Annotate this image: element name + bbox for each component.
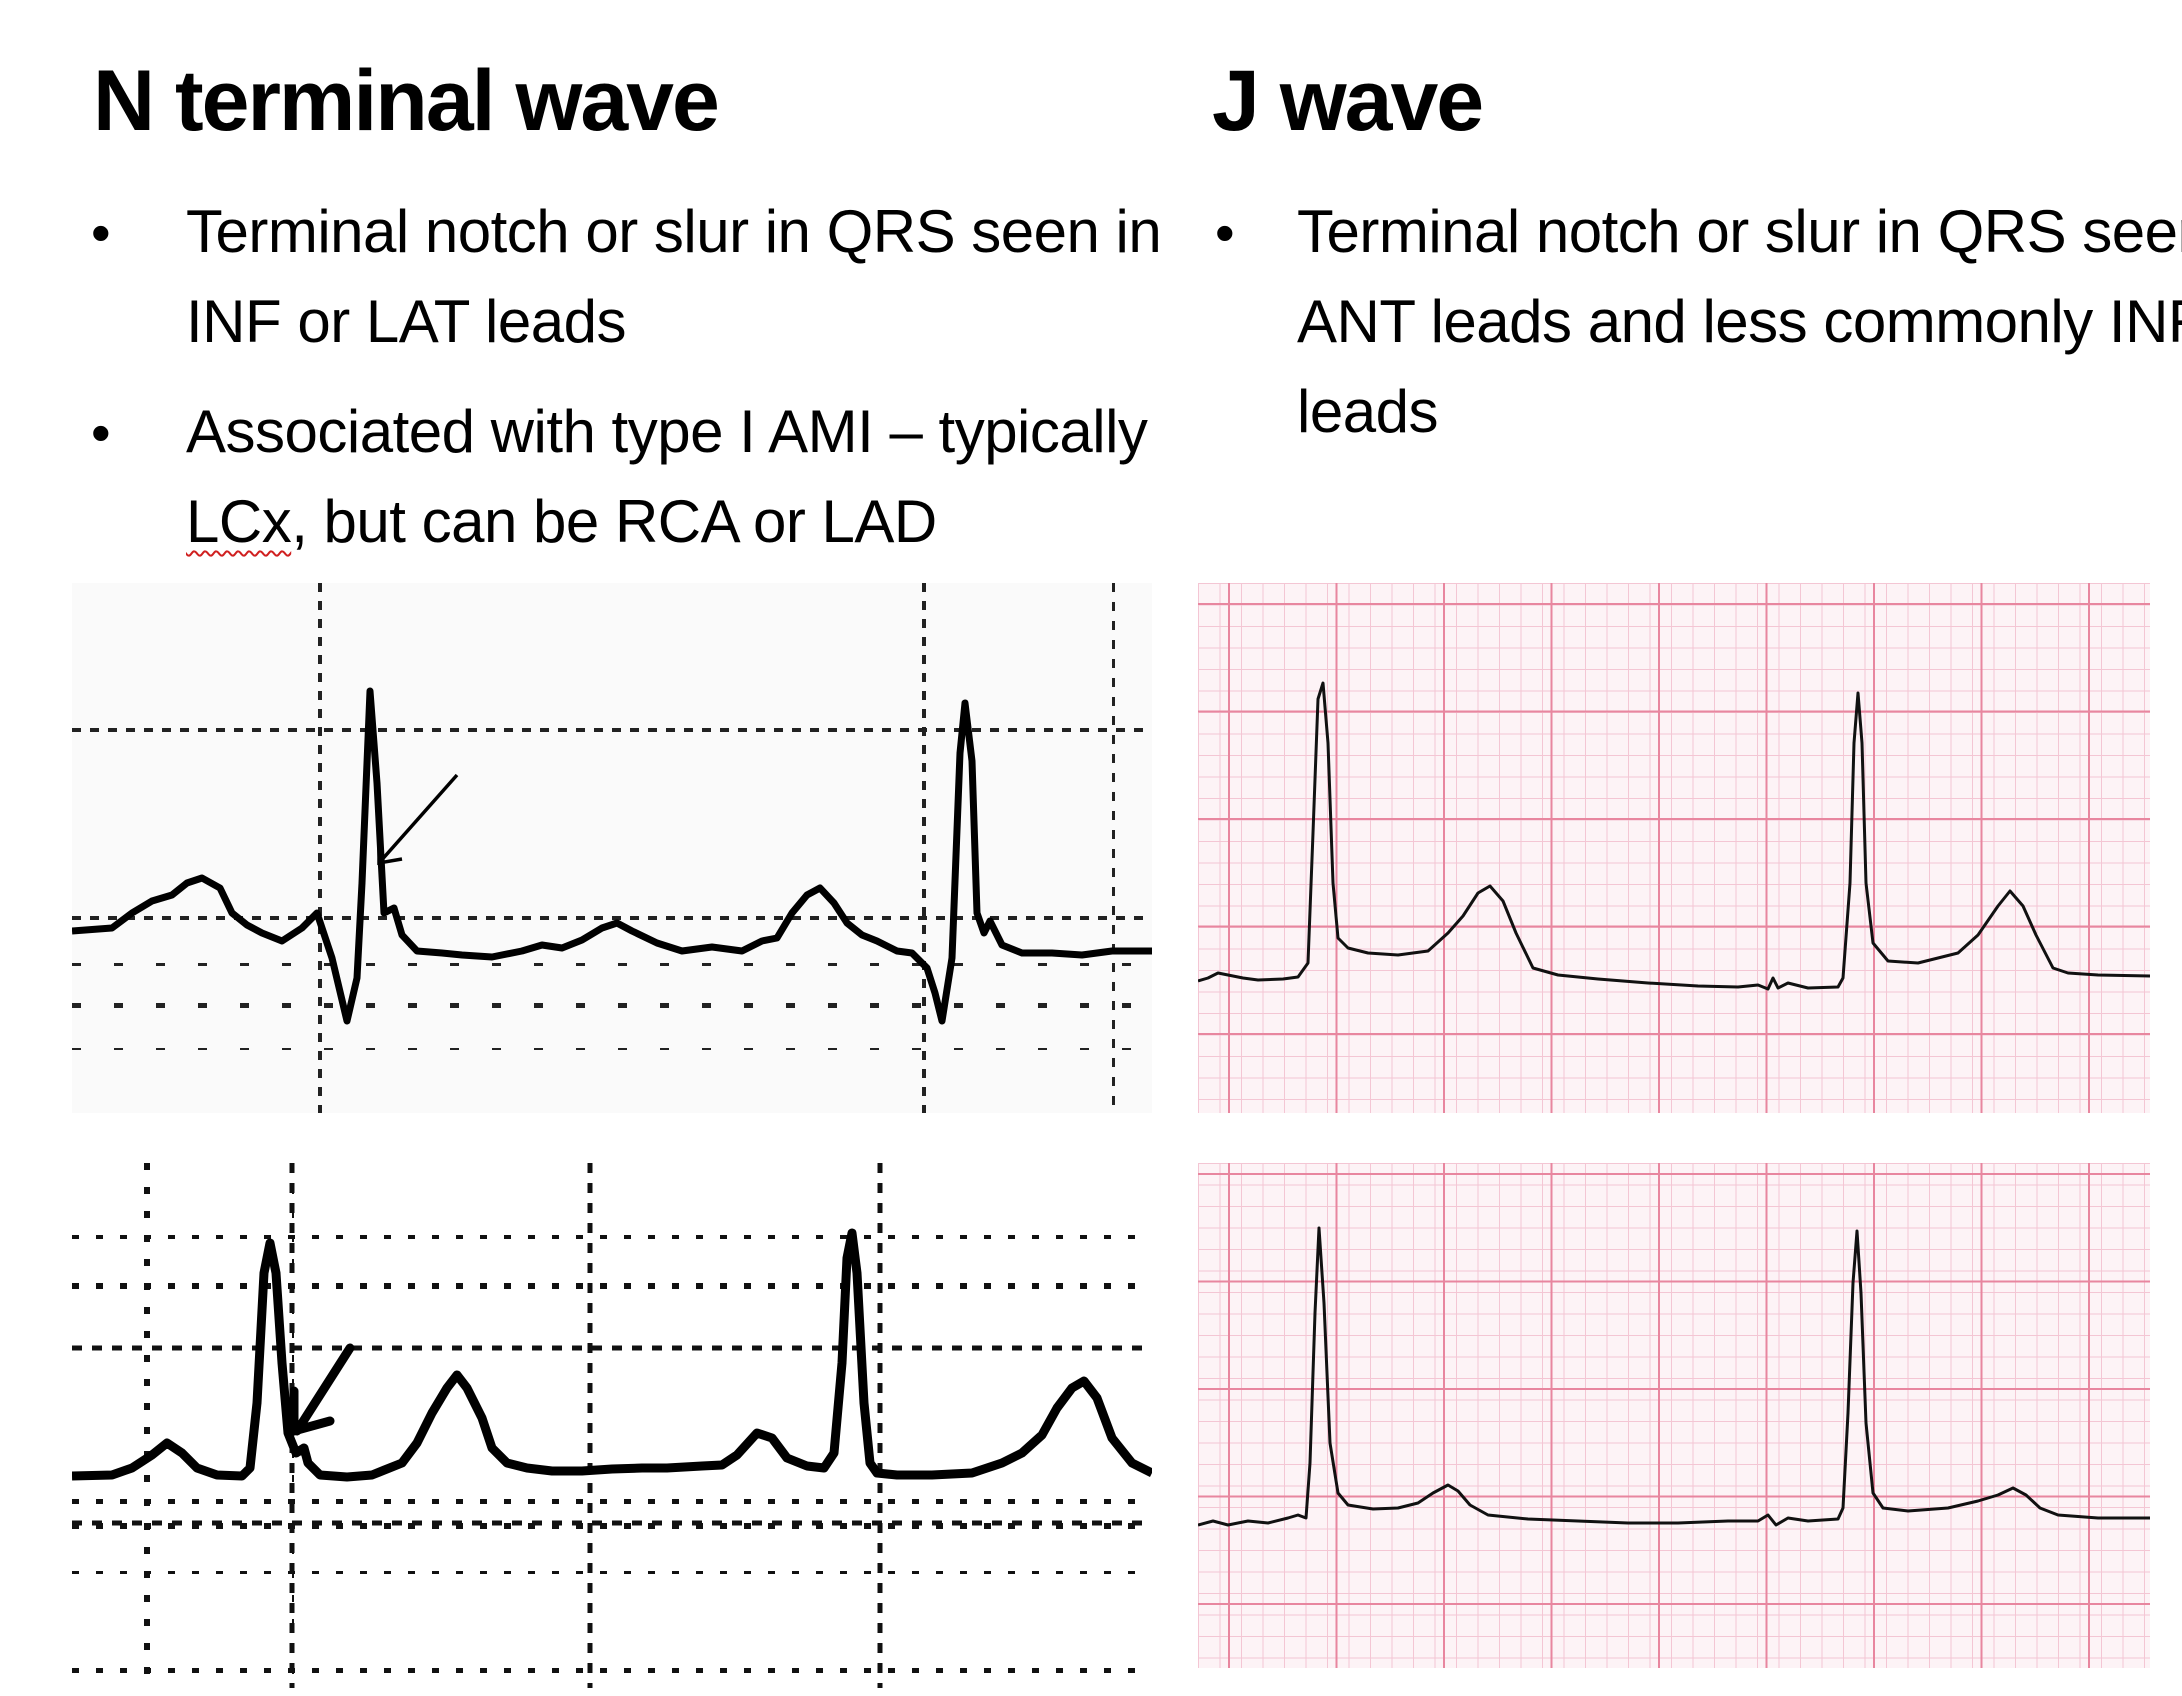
left-bullet-1-dot: •: [91, 201, 111, 264]
major-grid-lines: [72, 583, 1152, 1113]
ecg-trace: [72, 687, 1152, 1025]
left-bullet-2-line1: Associated with type I AMI – typically: [186, 398, 1148, 465]
ecg-strip-left-bottom: [72, 1163, 1152, 1688]
left-bullet-2-dot: •: [91, 401, 111, 464]
spellcheck-word: LCx: [186, 488, 292, 555]
left-bullet-1-line1: Terminal notch or slur in QRS seen in: [186, 198, 1162, 265]
left-title: N terminal wave: [93, 53, 720, 149]
ecg-strip-left-top: [72, 583, 1152, 1113]
right-bullet-1-dot: •: [1215, 201, 1235, 264]
right-bullet-1-line3: leads: [1297, 378, 1438, 445]
ecg-trace: [1198, 1226, 2150, 1527]
right-title: J wave: [1212, 53, 1484, 149]
left-bullet-1-line2: INF or LAT leads: [186, 288, 626, 355]
arrow-icon: [289, 1343, 355, 1437]
pink-major-grid: [1198, 583, 2150, 1113]
left-bullet-2-line2-rest: , but can be RCA or LAD: [291, 488, 937, 555]
dotted-grid-rows: [72, 641, 1152, 1108]
right-bullet-1-line2: ANT leads and less commonly INF: [1297, 288, 2182, 355]
ecg-trace: [1198, 681, 2150, 991]
dotted-grid-cols: [118, 583, 1115, 1113]
arrow-icon: [377, 773, 459, 866]
ecg-strip-right-bottom: [1198, 1163, 2150, 1668]
ecg-trace: [72, 1228, 1152, 1482]
dotted-grid-rows: [72, 1173, 1152, 1674]
left-bullet-2-line2: LCx, but can be RCA or LAD: [186, 477, 937, 567]
right-bullet-1-line1: Terminal notch or slur in QRS seen in: [1297, 198, 2182, 265]
pink-major-grid: [1198, 1163, 2150, 1668]
ecg-strip-right-top: [1198, 583, 2150, 1113]
